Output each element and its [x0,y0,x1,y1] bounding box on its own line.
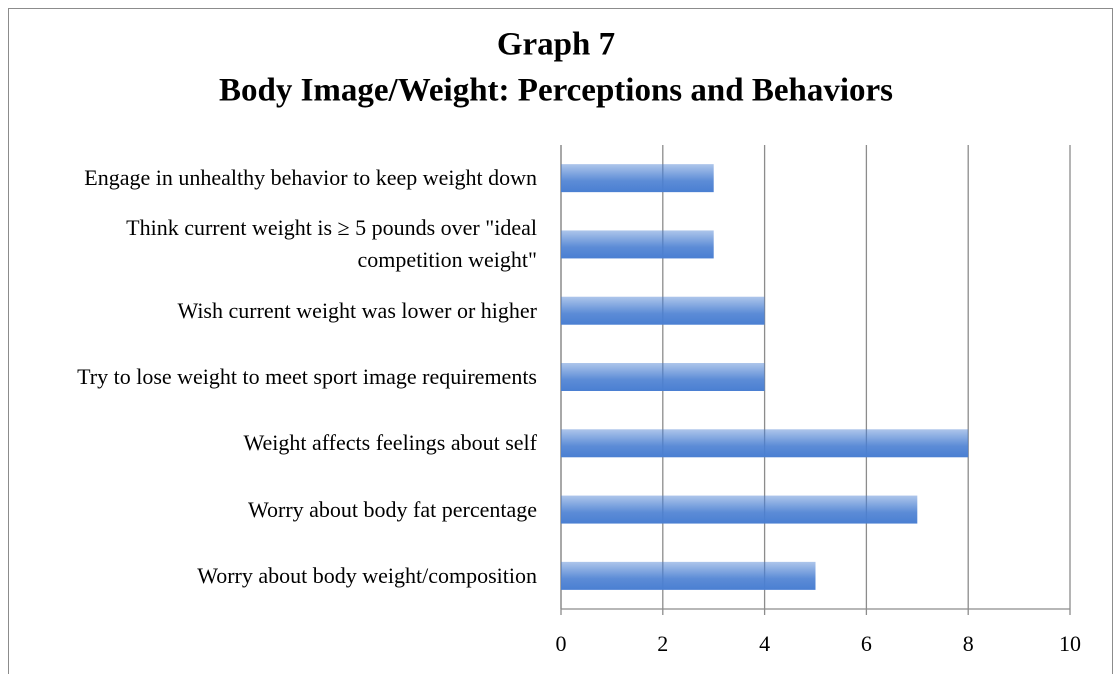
chart-title: Body Image/Weight: Perceptions and Behav… [219,73,893,109]
y-tick-label: Worry about body fat percentage [248,496,537,522]
y-tick-label: Worry about body weight/composition [197,562,537,588]
chart-title: Graph 7 [497,27,615,63]
bar [561,230,714,259]
x-tick-label: 10 [1059,631,1081,656]
y-tick-label: Try to lose weight to meet sport image r… [77,364,537,389]
bar [561,561,816,590]
bar [561,429,969,458]
y-tick-label: Think current weight is ≥ 5 pounds over … [126,215,537,273]
bar [561,363,765,391]
chart-border [8,8,1113,674]
x-tick-label: 0 [556,631,567,656]
y-tick-label: Wish current weight was lower or higher [177,297,537,323]
x-tick-label: 4 [759,631,770,656]
x-tick-label: 2 [657,631,668,656]
x-tick-label: 6 [861,631,872,656]
y-tick-label: Weight affects feelings about self [243,430,538,456]
bar [561,296,765,325]
y-tick-label: Engage in unhealthy behavior to keep wei… [84,165,537,191]
bar [561,495,918,524]
x-tick-label: 8 [963,631,974,656]
bar [561,164,714,193]
